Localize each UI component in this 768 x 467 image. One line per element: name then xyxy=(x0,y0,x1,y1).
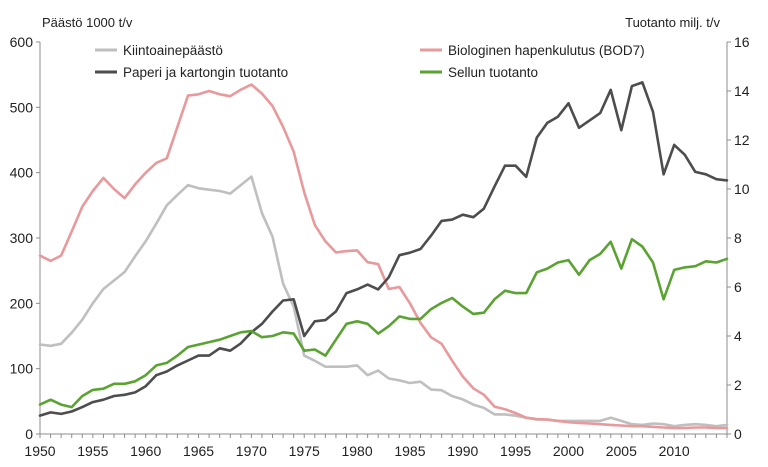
left-tick-label: 600 xyxy=(10,34,34,50)
x-tick-label: 1955 xyxy=(77,443,108,459)
x-tick-label: 1975 xyxy=(289,443,320,459)
x-tick-labels: 1950 1955 1960 1965 1970 1975 1980 1985 1990 1995… xyxy=(24,434,728,459)
right-tick-label: 0 xyxy=(734,426,742,442)
left-tick-label: 300 xyxy=(10,230,34,246)
x-tick-label: 2005 xyxy=(606,443,637,459)
x-tick-label: 1950 xyxy=(24,443,55,459)
x-tick-label: 2000 xyxy=(553,443,584,459)
series-line-sellun-tuotanto xyxy=(38,237,729,409)
legend-label: Sellun tuotanto xyxy=(448,65,538,80)
legend-label: Paperi ja kartongin tuotanto xyxy=(123,65,288,80)
x-tick-label: 2010 xyxy=(659,443,690,459)
legend: Kiintoainepäästö Biologinen hapenkulutus … xyxy=(95,43,645,80)
series-layer xyxy=(38,81,729,430)
right-tick-labels: 0 2 4 6 8 10 12 14 16 xyxy=(727,34,750,442)
legend-label: Kiintoainepäästö xyxy=(123,43,223,58)
left-tick-labels: 0 100 200 300 400 500 600 xyxy=(10,34,40,442)
right-tick-label: 2 xyxy=(734,377,742,393)
right-tick-label: 10 xyxy=(734,181,750,197)
series-line-paperi-ja-kartongin-tuotanto xyxy=(38,81,729,417)
legend-label: Biologinen hapenkulutus (BOD7) xyxy=(448,43,645,58)
left-axis-title: Päästö 1000 t/v xyxy=(42,15,133,30)
x-tick-label: 1985 xyxy=(394,443,425,459)
x-tick-label: 1970 xyxy=(236,443,267,459)
right-axis-title: Tuotanto milj. t/v xyxy=(625,15,720,30)
x-tick-label: 1990 xyxy=(447,443,478,459)
left-tick-label: 200 xyxy=(10,295,34,311)
x-tick-label: 1960 xyxy=(130,443,161,459)
x-tick-label: 1965 xyxy=(183,443,214,459)
series-line-biologinen-hapenkulutus-bod7 xyxy=(38,83,729,430)
right-tick-label: 6 xyxy=(734,279,742,295)
right-tick-label: 14 xyxy=(734,83,750,99)
x-tick-label: 1980 xyxy=(341,443,372,459)
right-tick-label: 12 xyxy=(734,132,750,148)
x-tick-label: 1995 xyxy=(500,443,531,459)
series-line-kiintoainep-st xyxy=(38,175,729,428)
left-tick-label: 0 xyxy=(25,426,33,442)
right-tick-label: 8 xyxy=(734,230,742,246)
left-tick-label: 500 xyxy=(10,99,34,115)
right-tick-label: 4 xyxy=(734,328,742,344)
left-tick-label: 400 xyxy=(10,165,34,181)
left-tick-label: 100 xyxy=(10,361,34,377)
right-tick-label: 16 xyxy=(734,34,750,50)
